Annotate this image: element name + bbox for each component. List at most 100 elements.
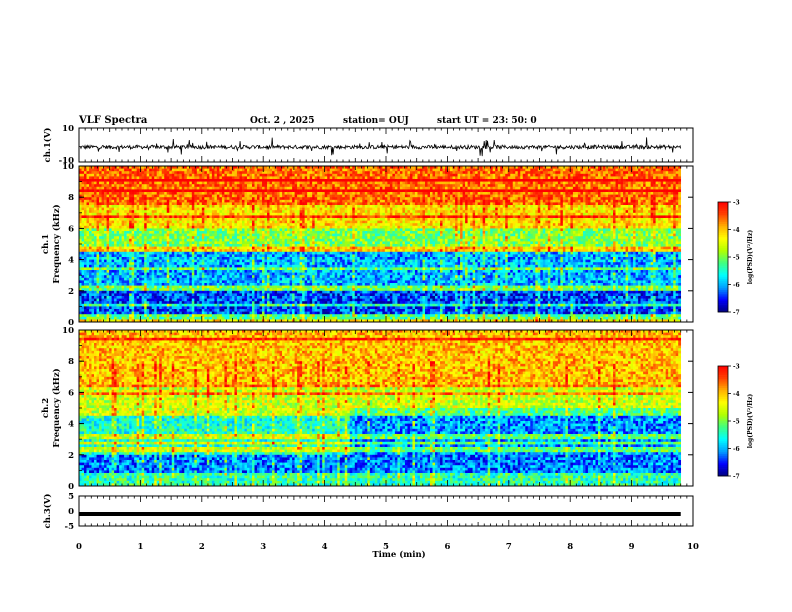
spectrogram-cell (270, 182, 273, 185)
spectrogram-cell (194, 234, 197, 237)
spectrogram-cell (137, 241, 140, 244)
spectrogram-cell (107, 234, 110, 237)
spectrogram-cell (275, 226, 278, 229)
spectrogram-cell (244, 215, 247, 218)
spectrogram-cell (104, 195, 107, 198)
spectrogram-cell (229, 257, 232, 260)
spectrogram-cell (172, 257, 175, 260)
spectrogram-cell (139, 205, 142, 208)
spectrogram-cell (142, 200, 145, 203)
spectrogram-cell (124, 291, 127, 294)
spectrogram-cell (277, 182, 280, 185)
spectrogram-cell (169, 265, 172, 268)
spectrogram-cell (147, 267, 150, 270)
spectrogram-cell (242, 205, 245, 208)
spectrogram-cell (137, 293, 140, 296)
spectrogram-cell (197, 236, 200, 239)
spectrogram-cell (122, 244, 125, 247)
spectrogram-cell (154, 174, 157, 177)
spectrogram-cell (257, 195, 260, 198)
spectrogram-cell (184, 202, 187, 205)
spectrogram-cell (277, 223, 280, 226)
spectrogram-cell (127, 223, 130, 226)
spectrogram-cell (139, 182, 142, 185)
spectrogram-cell (89, 267, 92, 270)
spectrogram-cell (84, 189, 87, 192)
spectrogram-cell (162, 265, 165, 268)
spectrogram-cell (247, 200, 250, 203)
spectrogram-cell (82, 270, 85, 273)
spectrogram-cell (117, 312, 120, 315)
spectrogram-cell (127, 296, 130, 299)
spectrogram-cell (237, 301, 240, 304)
spectrogram-cell (199, 197, 202, 200)
spectrogram-cell (179, 260, 182, 263)
spectrogram-cell (199, 210, 202, 213)
spectrogram-cell (182, 267, 185, 270)
spectrogram-cell (275, 278, 278, 281)
spectrogram-cell (272, 174, 275, 177)
spectrogram-cell (207, 195, 210, 198)
spectrogram-cell (255, 244, 258, 247)
spectrogram-cell (255, 293, 258, 296)
spectrogram-cell (164, 247, 167, 250)
spectrogram-cell (109, 254, 112, 257)
spectrogram-cell (229, 239, 232, 242)
spectrogram-cell (222, 288, 225, 291)
spectrogram-cell (134, 260, 137, 263)
spectrogram-cell (92, 278, 95, 281)
spectrogram-cell (114, 187, 117, 190)
spectrogram-cell (262, 218, 265, 221)
spectrogram-cell (265, 291, 268, 294)
spectrogram-cell (262, 208, 265, 211)
spectrogram-cell (107, 309, 110, 312)
spectrogram-cell (275, 288, 278, 291)
spectrogram-cell (255, 184, 258, 187)
spectrogram-cell (117, 296, 120, 299)
spectrogram-cell (249, 169, 252, 172)
spectrogram-cell (159, 226, 162, 229)
spectrogram-cell (184, 215, 187, 218)
spectrogram-cell (214, 267, 217, 270)
spectrogram-cell (104, 221, 107, 224)
spectrogram-cell (202, 187, 205, 190)
spectrogram-cell (244, 296, 247, 299)
spectrogram-cell (164, 312, 167, 315)
spectrogram-cell (209, 309, 212, 312)
spectrogram-cell (84, 262, 87, 265)
spectrogram-cell (267, 205, 270, 208)
spectrogram-cell (94, 317, 97, 320)
spectrogram-cell (232, 221, 235, 224)
spectrogram-cell (129, 182, 132, 185)
spectrogram-cell (149, 252, 152, 255)
spectrogram-cell (107, 252, 110, 255)
spectrogram-cell (219, 265, 222, 268)
spectrogram-cell (222, 254, 225, 257)
spectrogram-cell (272, 236, 275, 239)
spectrogram-cell (197, 231, 200, 234)
spectrogram-cell (164, 205, 167, 208)
spectrogram-cell (164, 260, 167, 263)
spectrogram-cell (87, 260, 90, 263)
spectrogram-cell (82, 301, 85, 304)
spectrogram-cell (260, 226, 263, 229)
spectrogram-cell (134, 283, 137, 286)
spectrogram-cell (97, 192, 100, 195)
spectrogram-cell (189, 304, 192, 307)
spectrogram-cell (255, 306, 258, 309)
spectrogram-cell (209, 174, 212, 177)
spectrogram-cell (219, 189, 222, 192)
spectrogram-cell (132, 267, 135, 270)
spectrogram-cell (229, 262, 232, 265)
spectrogram-cell (157, 179, 160, 182)
spectrogram-cell (134, 179, 137, 182)
spectrogram-cell (199, 174, 202, 177)
spectrogram-cell (104, 218, 107, 221)
spectrogram-cell (275, 270, 278, 273)
spectrogram-cell (97, 174, 100, 177)
spectrogram-cell (139, 226, 142, 229)
spectrogram-cell (134, 301, 137, 304)
spectrogram-cell (199, 202, 202, 205)
spectrogram-cell (104, 200, 107, 203)
spectrogram-cell (107, 254, 110, 257)
